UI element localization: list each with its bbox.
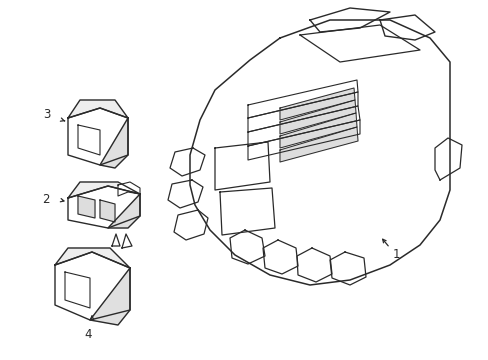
Polygon shape xyxy=(263,240,297,274)
Polygon shape xyxy=(100,118,128,168)
Polygon shape xyxy=(229,230,264,264)
Polygon shape xyxy=(174,210,207,240)
Polygon shape xyxy=(55,252,130,320)
Polygon shape xyxy=(247,92,357,132)
Text: 1: 1 xyxy=(391,248,399,261)
Polygon shape xyxy=(65,272,90,308)
Polygon shape xyxy=(118,182,140,196)
Polygon shape xyxy=(247,80,357,118)
Polygon shape xyxy=(68,108,128,165)
Polygon shape xyxy=(296,248,331,282)
Polygon shape xyxy=(280,88,354,120)
Polygon shape xyxy=(78,196,95,218)
Polygon shape xyxy=(309,8,389,32)
Text: 3: 3 xyxy=(43,108,51,121)
Polygon shape xyxy=(112,234,120,246)
Polygon shape xyxy=(170,148,204,176)
Polygon shape xyxy=(379,15,434,40)
Polygon shape xyxy=(100,200,115,222)
Polygon shape xyxy=(280,113,356,148)
Polygon shape xyxy=(122,234,132,248)
Polygon shape xyxy=(78,125,100,155)
Polygon shape xyxy=(68,186,140,228)
Polygon shape xyxy=(68,100,128,118)
Text: 4: 4 xyxy=(84,328,92,342)
Polygon shape xyxy=(68,182,140,198)
Text: 2: 2 xyxy=(42,193,50,207)
Polygon shape xyxy=(280,100,355,134)
Polygon shape xyxy=(90,268,130,325)
Polygon shape xyxy=(168,180,203,208)
Polygon shape xyxy=(247,120,359,160)
Polygon shape xyxy=(215,142,269,190)
Polygon shape xyxy=(108,194,140,228)
Polygon shape xyxy=(434,138,461,180)
Polygon shape xyxy=(329,252,365,285)
Polygon shape xyxy=(190,20,449,285)
Polygon shape xyxy=(247,106,359,146)
Polygon shape xyxy=(280,127,357,162)
Polygon shape xyxy=(220,188,274,235)
Polygon shape xyxy=(299,25,419,62)
Polygon shape xyxy=(55,248,130,268)
